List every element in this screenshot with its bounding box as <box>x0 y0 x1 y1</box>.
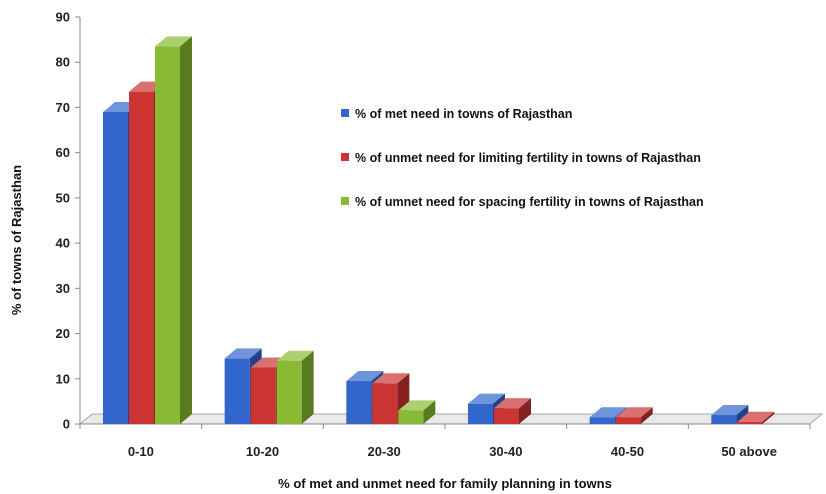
y-tick-label: 60 <box>56 145 70 160</box>
x-tick-label: 10-20 <box>246 444 279 459</box>
bars <box>103 36 774 424</box>
bar-front <box>616 417 641 424</box>
y-tick-label: 50 <box>56 190 70 205</box>
y-axis-ticks: 0 10 20 30 40 50 60 70 80 90 <box>56 10 80 432</box>
bar-front <box>372 383 397 424</box>
bar-front <box>103 112 128 424</box>
bar-front <box>711 415 736 424</box>
legend-label: % of met need in towns of Rajasthan <box>355 107 572 121</box>
legend-swatch <box>341 197 349 205</box>
bar-front <box>129 92 154 424</box>
bar-front <box>398 410 423 424</box>
x-tick-label: 20-30 <box>368 444 401 459</box>
x-axis-ticks: 0-10 10-20 20-30 30-40 40-50 50 above <box>80 424 810 459</box>
y-axis-title: % of towns of Rajasthan <box>9 165 24 315</box>
legend-label: % of unmet need for limiting fertility i… <box>355 151 701 165</box>
bar-front <box>251 367 276 424</box>
x-tick-label: 40-50 <box>611 444 644 459</box>
bar-side <box>180 36 192 424</box>
legend-swatch <box>341 109 349 117</box>
y-tick-label: 90 <box>56 10 70 25</box>
x-tick-label: 30-40 <box>489 444 522 459</box>
x-axis-title: % of met and unmet need for family plann… <box>278 476 612 491</box>
y-tick-label: 40 <box>56 236 70 251</box>
y-tick-label: 10 <box>56 371 70 386</box>
chart-floor <box>80 414 822 424</box>
y-tick-label: 0 <box>63 417 70 432</box>
bar <box>277 351 314 424</box>
bar-front <box>155 46 180 424</box>
y-tick-label: 80 <box>56 55 70 70</box>
legend-swatch <box>341 153 349 161</box>
x-tick-label: 50 above <box>721 444 777 459</box>
floor-plane <box>80 414 822 424</box>
x-tick-label: 0-10 <box>128 444 154 459</box>
bar-front <box>225 358 250 424</box>
bar-side <box>302 351 314 424</box>
y-tick-label: 70 <box>56 100 70 115</box>
y-tick-label: 20 <box>56 326 70 341</box>
y-tick-label: 30 <box>56 281 70 296</box>
legend-label: % of umnet need for spacing fertility in… <box>355 195 704 209</box>
bar-front <box>737 422 762 424</box>
bar <box>155 36 192 424</box>
bar-front <box>346 381 371 424</box>
bar-front <box>277 361 302 424</box>
bar-front <box>590 417 615 424</box>
bar-front <box>494 408 519 424</box>
legend: % of met need in towns of Rajasthan % of … <box>341 107 704 209</box>
bar-front <box>468 404 493 424</box>
